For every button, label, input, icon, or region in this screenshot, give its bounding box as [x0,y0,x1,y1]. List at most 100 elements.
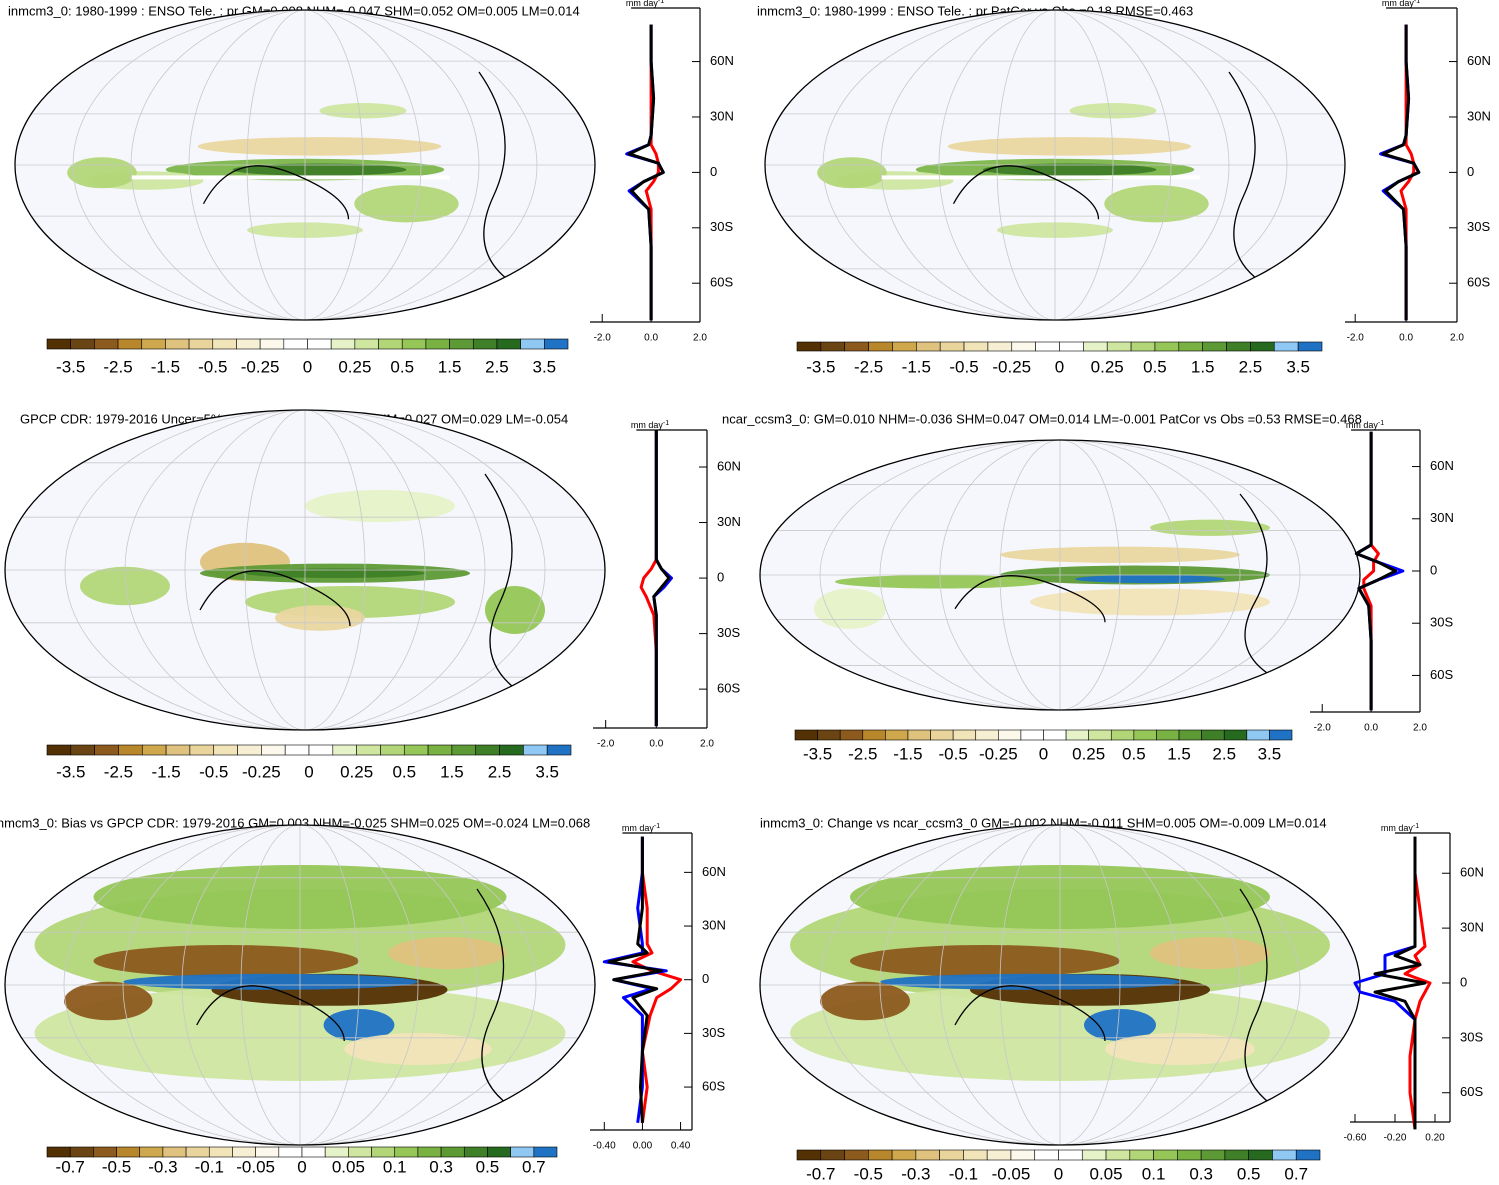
zonal-unit: mm day-1 [631,420,669,431]
colorbar-label: -2.5 [103,357,132,376]
zonal-line [1354,431,1398,711]
map-field [5,410,605,730]
colorbar-box [94,338,119,350]
colorbar-box [1201,729,1225,741]
colorbar-label: 0.5 [390,357,414,376]
colorbar-box [212,338,237,350]
colorbar-box [1156,729,1180,741]
colorbar-box [1110,729,1135,741]
colorbar-label: 0 [1054,1164,1063,1183]
colorbar-label: -2.5 [854,357,883,376]
y-tick-label: 0 [1430,562,1437,577]
coastline [196,888,522,1114]
panel-title: ncar_ccsm3_0: GM=0.010 NHM=-0.036 SHM=0.… [722,411,1362,426]
colorbar-box [892,341,917,352]
colorbar-label: 0.5 [392,762,416,781]
colorbar-box [70,744,95,756]
map-meridian [63,825,537,1145]
coastline [954,888,1286,1114]
map-blob [388,937,507,969]
colorbar-label: 0 [303,357,312,376]
colorbar-box [868,341,893,352]
colorbar-box [1226,341,1251,352]
x-tick-label: 0.0 [644,333,658,344]
colorbar-label: 0.1 [1142,1164,1166,1183]
map-field [765,10,1345,320]
colorbar-box [1083,341,1108,352]
colorbar-box [1154,341,1180,352]
colorbar-label: 1.5 [438,357,462,376]
map-meridian [996,10,1114,320]
colorbar-box [356,744,381,756]
colorbar-label: -3.5 [803,744,832,763]
colorbar-label: -3.5 [56,762,85,781]
zonal-unit-exponent: -1 [1414,0,1420,5]
colorbar-label: 3.5 [1286,357,1310,376]
colorbar-label: -2.5 [848,744,877,763]
map-blob [1150,937,1270,969]
colorbar-label: 0 [1039,744,1048,763]
zonal-unit-exponent: -1 [1378,420,1384,427]
y-tick-label: 60S [717,681,740,696]
colorbar-box [963,341,989,352]
x-tick-label: 2.0 [1450,333,1464,344]
colorbar-box [261,744,286,756]
colorbar-box [1010,1149,1036,1161]
map-meridian [188,10,422,320]
zonal-unit-text: mm day [1381,823,1414,833]
colorbar-box [523,744,548,756]
x-tick-label: 0.20 [1425,1133,1445,1144]
colorbar-box [213,744,238,756]
colorbar-box [1088,729,1112,741]
zonal-line [1381,24,1421,321]
zonal-line [652,430,671,727]
colorbar-label: -0.25 [992,357,1031,376]
colorbar-box [70,338,95,350]
map-meridian [939,825,1181,1145]
panel-title: inmcm3_0: Bias vs GPCP CDR: 1979-2016 GM… [0,815,590,830]
colorbar-box [46,338,71,350]
y-tick-label: 30N [1467,108,1491,123]
map-meridian [822,10,1288,320]
y-tick-label: 0 [1467,164,1474,179]
colorbar-label: 1.5 [1191,357,1215,376]
colorbar-label: 2.5 [1239,357,1263,376]
colorbar-box [1200,1149,1226,1161]
colorbar-box [308,744,334,756]
colorbar-box [463,1146,488,1158]
colorbar-box [839,729,864,741]
colorbar-box [93,1146,117,1158]
panel-title: inmcm3_0: Change vs ncar_ccsm3_0 GM=-0.0… [760,815,1327,830]
colorbar-box [1177,1149,1202,1161]
map-meridian [244,410,366,730]
colorbar-box [1248,1149,1273,1161]
zonal-unit-exponent: -1 [663,420,669,427]
colorbar-box [533,1146,558,1158]
colorbar-label: -1.5 [893,744,922,763]
colorbar-label: -0.25 [241,357,280,376]
x-tick-label: -0.40 [593,1141,616,1152]
colorbar-box [394,1146,419,1158]
map-blob [197,137,442,156]
y-tick-label: 30N [702,917,726,932]
y-tick-label: 60N [1430,458,1454,473]
colorbar-label: 3.5 [1258,744,1282,763]
zonal-unit: mm day-1 [1346,420,1384,431]
x-tick-label: -0.20 [1384,1133,1407,1144]
colorbar-box [1273,341,1299,352]
colorbar-label: 0.05 [1089,1164,1122,1183]
colorbar-box [820,341,846,352]
colorbar-box [544,338,569,350]
y-tick-label: 30S [702,1025,725,1040]
colorbar-label: 0.25 [1072,744,1105,763]
y-tick-label: 60S [1430,667,1453,682]
colorbar-box [844,1149,869,1161]
map-blob [817,157,887,189]
zonal-line [639,430,658,727]
map-blob [123,973,418,990]
colorbar-box [165,338,190,350]
colorbar-label: 0.05 [332,1157,365,1176]
y-tick-label: 0 [1460,974,1467,989]
y-tick-label: 30S [717,625,740,640]
